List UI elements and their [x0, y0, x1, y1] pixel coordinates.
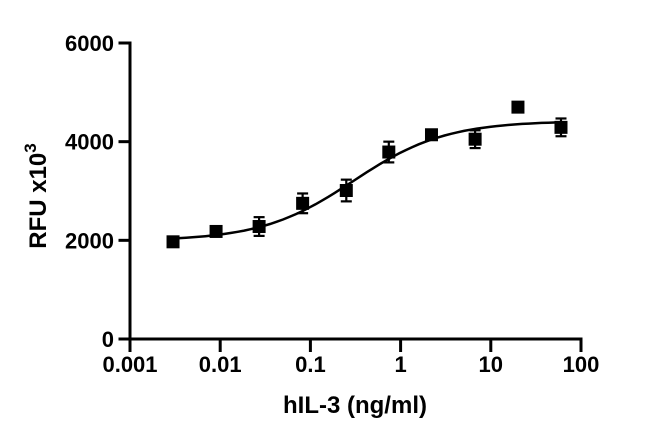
data-point-marker — [554, 120, 568, 134]
data-point-marker — [511, 100, 525, 114]
data-point-marker — [424, 128, 438, 142]
y-tick-label: 2000 — [65, 228, 114, 253]
y-axis-title: RFU x103 — [21, 143, 52, 249]
x-tick-label: 10 — [479, 352, 503, 377]
y-tick-label: 4000 — [65, 130, 114, 155]
data-point-marker — [166, 235, 180, 249]
x-tick-label: 100 — [563, 352, 600, 377]
data-point-marker — [252, 220, 266, 234]
fit-curve — [172, 121, 562, 240]
data-point-marker — [339, 184, 353, 198]
x-tick-label: 0.01 — [199, 352, 242, 377]
data-point-marker — [296, 196, 310, 210]
y-axis-title-main: RFU x10 — [25, 153, 52, 249]
x-axis-title: hIL-3 (ng/ml) — [283, 392, 427, 419]
data-point-marker — [209, 224, 223, 238]
y-axis-title-superscript: 3 — [21, 143, 40, 152]
y-tick-label: 6000 — [65, 31, 114, 56]
x-tick-label: 0.001 — [102, 352, 157, 377]
data-point-marker — [468, 132, 482, 146]
y-tick-label: 0 — [102, 327, 114, 352]
x-tick-label: 1 — [394, 352, 406, 377]
plot-area: 0 2000 4000 6000 0.001 0.01 0.1 1 10 100 — [65, 31, 599, 377]
x-tick-label: 0.1 — [295, 352, 326, 377]
data-point-marker — [382, 145, 396, 159]
